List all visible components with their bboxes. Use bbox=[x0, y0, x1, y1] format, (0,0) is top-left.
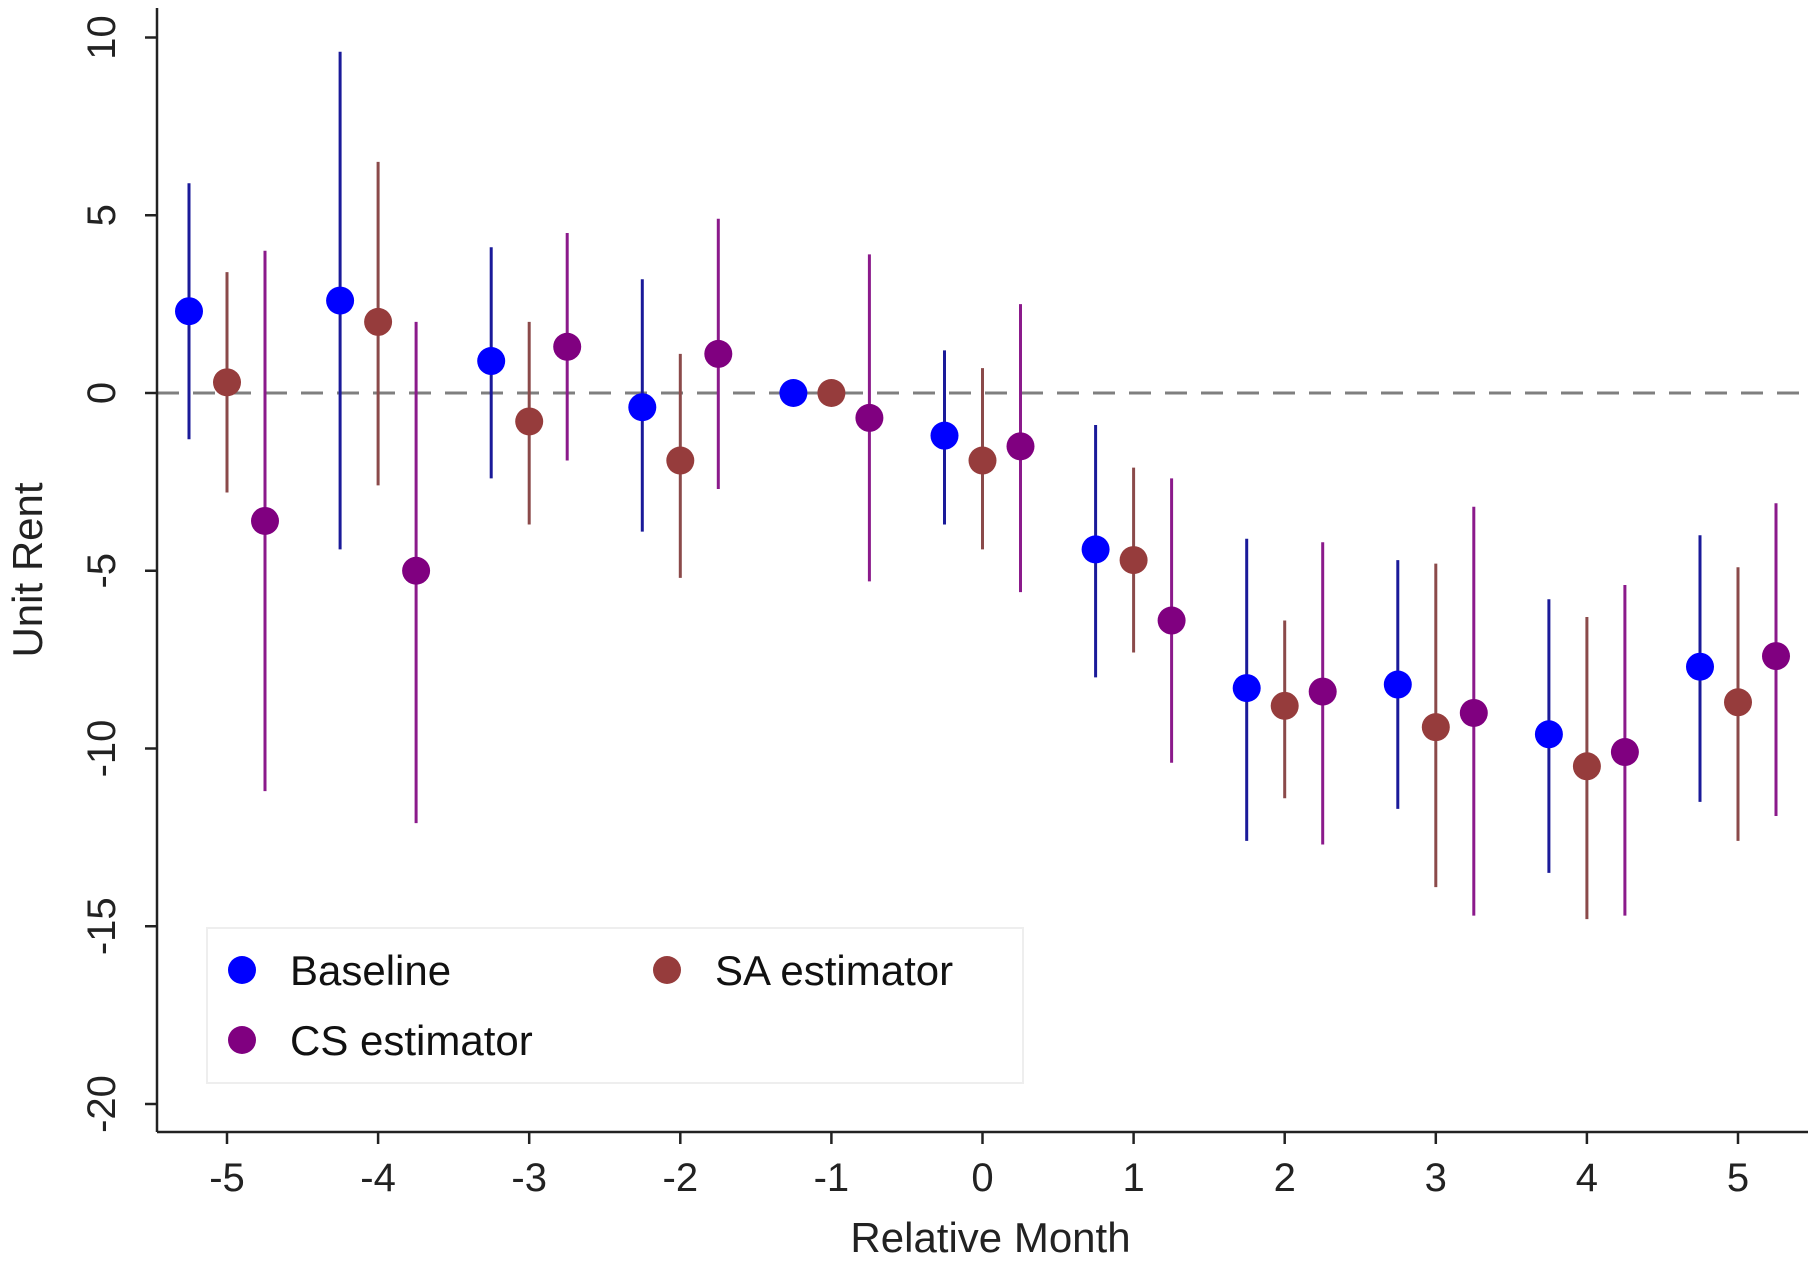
legend-marker-baseline bbox=[228, 956, 256, 984]
data-point bbox=[628, 393, 657, 422]
data-point bbox=[855, 403, 884, 432]
x-tick-label: -3 bbox=[511, 1156, 547, 1200]
x-tick-label: 1 bbox=[1122, 1156, 1144, 1200]
y-tick-label: -15 bbox=[80, 897, 124, 955]
data-point bbox=[930, 421, 959, 450]
data-point bbox=[1270, 691, 1299, 720]
data-point bbox=[1762, 642, 1790, 671]
y-tick-label: 5 bbox=[80, 204, 124, 226]
data-point bbox=[1006, 432, 1035, 461]
data-point bbox=[213, 368, 241, 397]
data-point bbox=[666, 446, 695, 475]
data-point bbox=[364, 307, 393, 336]
data-point bbox=[704, 339, 733, 368]
data-point bbox=[402, 556, 431, 585]
x-tick-label: 4 bbox=[1576, 1156, 1598, 1200]
x-tick-label: 2 bbox=[1274, 1156, 1296, 1200]
y-tick-label: 0 bbox=[80, 382, 124, 404]
x-tick-label: -4 bbox=[360, 1156, 396, 1200]
data-point bbox=[1610, 738, 1639, 767]
data-point bbox=[968, 446, 997, 475]
x-tick-label: -5 bbox=[209, 1156, 245, 1200]
x-tick-label: -2 bbox=[663, 1156, 699, 1200]
data-point bbox=[1686, 652, 1714, 681]
x-tick-label: 5 bbox=[1727, 1156, 1749, 1200]
x-tick-label: 3 bbox=[1425, 1156, 1447, 1200]
series-baseline bbox=[175, 51, 1714, 873]
x-tick-label: -1 bbox=[814, 1156, 850, 1200]
legend-marker-cs-estimator bbox=[228, 1026, 256, 1054]
legend: Baseline SA estimator CS estimator bbox=[206, 927, 1024, 1084]
legend-label-baseline: Baseline bbox=[290, 947, 451, 994]
data-point bbox=[1081, 535, 1110, 564]
y-tick-label: -20 bbox=[80, 1075, 124, 1133]
data-point bbox=[477, 347, 506, 376]
data-point bbox=[779, 379, 808, 407]
legend-label-sa-estimator: SA estimator bbox=[715, 947, 953, 994]
data-point bbox=[1308, 677, 1337, 706]
data-point bbox=[817, 379, 846, 407]
x-tick-label: 0 bbox=[971, 1156, 993, 1200]
legend-items: Baseline SA estimator CS estimator bbox=[228, 947, 953, 1064]
y-tick-label: -10 bbox=[80, 720, 124, 778]
data-point bbox=[1383, 670, 1412, 699]
y-axis-title: Unit Rent bbox=[4, 482, 51, 657]
y-tick-label: 10 bbox=[80, 15, 124, 60]
series-sa-estimator bbox=[213, 161, 1752, 920]
y-axis-ticks: 10 5 0 -5 -10 -15 -20 bbox=[80, 15, 157, 1133]
x-axis-ticks: -5 -4 -3 -2 -1 0 1 2 3 4 5 bbox=[209, 1132, 1749, 1200]
data-point bbox=[1232, 674, 1261, 703]
data-point bbox=[1534, 720, 1563, 749]
data-point bbox=[1724, 688, 1752, 717]
legend-box bbox=[206, 927, 1024, 1084]
data-point bbox=[1459, 698, 1488, 727]
data-point bbox=[1119, 546, 1148, 575]
legend-label-cs-estimator: CS estimator bbox=[290, 1017, 533, 1064]
legend-marker-sa-estimator bbox=[653, 956, 681, 984]
data-point bbox=[553, 332, 582, 361]
y-tick-label: -5 bbox=[80, 553, 124, 589]
data-point bbox=[175, 297, 203, 326]
x-axis-title: Relative Month bbox=[850, 1214, 1130, 1261]
data-point bbox=[1421, 713, 1450, 742]
data-point bbox=[1572, 752, 1601, 781]
series-cs-estimator bbox=[251, 218, 1790, 916]
data-point bbox=[515, 407, 544, 436]
data-point bbox=[326, 286, 355, 315]
data-point bbox=[251, 506, 279, 535]
data-point bbox=[1157, 606, 1186, 635]
plot-area bbox=[157, 51, 1808, 920]
